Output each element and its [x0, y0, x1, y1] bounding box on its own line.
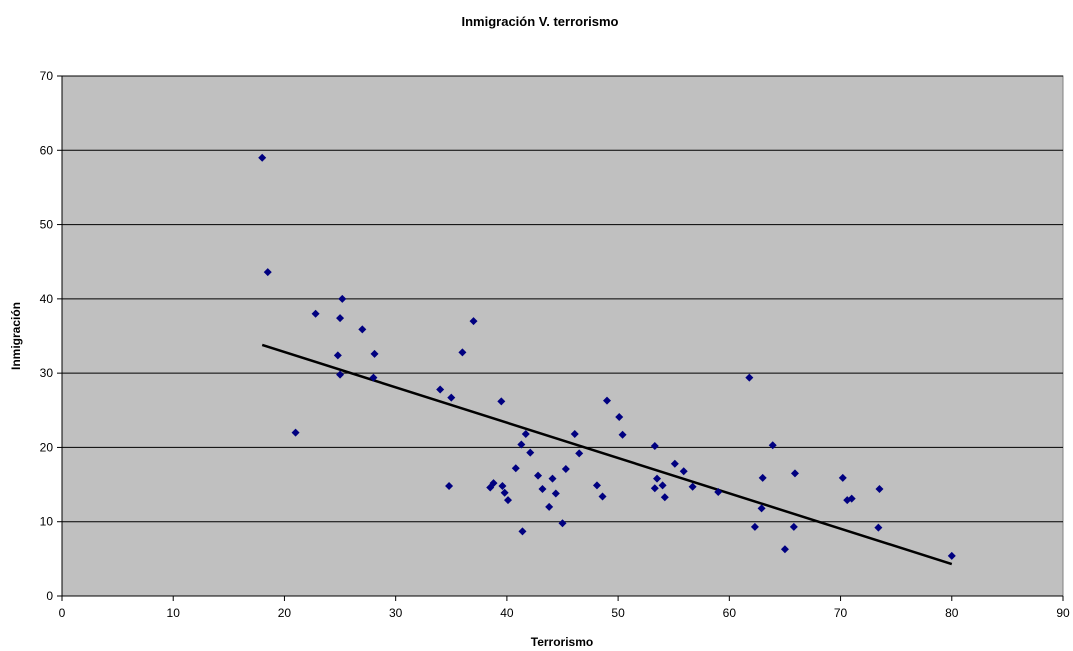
y-tick-label: 10 — [40, 515, 54, 529]
data-point — [447, 393, 456, 402]
x-tick-label: 70 — [834, 606, 848, 620]
data-point — [358, 325, 367, 334]
data-point — [534, 471, 543, 480]
data-point — [653, 474, 662, 483]
data-point — [504, 496, 513, 505]
data-point — [947, 551, 956, 560]
data-point — [548, 474, 557, 483]
y-tick-label: 0 — [46, 589, 53, 603]
x-tick-label: 0 — [59, 606, 66, 620]
plot-area — [61, 75, 1064, 597]
data-point — [526, 448, 535, 457]
data-point — [598, 492, 607, 501]
data-point — [558, 519, 567, 528]
data-point — [650, 441, 659, 450]
x-axis-label: Terrorismo — [531, 635, 593, 649]
x-tick-label: 20 — [278, 606, 292, 620]
data-point — [258, 153, 267, 162]
data-point — [497, 397, 506, 406]
data-point — [489, 479, 498, 488]
data-point — [291, 428, 300, 437]
data-point — [538, 485, 547, 494]
x-tick-label: 40 — [500, 606, 514, 620]
data-point — [658, 481, 667, 490]
data-point — [650, 484, 659, 493]
x-tick-label: 30 — [389, 606, 403, 620]
trendline — [261, 343, 953, 566]
data-point — [458, 348, 467, 357]
data-point — [602, 396, 611, 405]
data-point — [688, 482, 697, 491]
gridlines — [62, 75, 1063, 523]
data-point — [570, 430, 579, 439]
data-point — [518, 527, 527, 536]
data-point — [714, 488, 723, 496]
data-point — [660, 493, 669, 502]
trendline-group — [261, 343, 953, 566]
data-point — [498, 482, 507, 491]
data-point — [369, 373, 378, 382]
chart-title: Inmigración V. terrorismo — [461, 14, 618, 29]
data-point — [757, 504, 766, 513]
y-tick-label: 30 — [40, 366, 54, 380]
data-point — [847, 494, 856, 503]
data-point — [500, 488, 509, 497]
x-tick-label: 80 — [945, 606, 959, 620]
y-tick-label: 40 — [40, 292, 54, 306]
data-point — [750, 522, 759, 531]
data-point — [469, 317, 478, 326]
data-point — [511, 464, 520, 473]
data-point — [745, 373, 754, 382]
data-point — [874, 523, 883, 532]
data-point — [263, 268, 272, 277]
axes — [57, 75, 1064, 601]
data-points — [258, 153, 956, 560]
data-point — [333, 351, 342, 360]
data-point — [521, 430, 530, 439]
y-tick-label: 70 — [40, 69, 54, 83]
y-axis-label: Inmigración — [9, 302, 23, 370]
data-point — [517, 440, 526, 449]
data-point — [561, 464, 570, 473]
data-point — [336, 370, 345, 379]
data-point — [436, 385, 445, 394]
data-point — [875, 485, 884, 494]
data-point — [336, 314, 345, 323]
x-tick-label: 60 — [723, 606, 737, 620]
y-tick-label: 50 — [40, 218, 54, 232]
data-point — [338, 294, 347, 303]
data-point — [758, 473, 767, 482]
data-point — [311, 309, 320, 318]
y-tick-label: 60 — [40, 143, 54, 157]
data-point — [615, 412, 624, 421]
data-point — [575, 449, 584, 458]
data-point — [670, 459, 679, 468]
data-point — [780, 545, 789, 554]
data-point — [768, 441, 777, 450]
data-point — [618, 430, 627, 439]
data-point — [790, 469, 799, 478]
data-point — [551, 489, 560, 498]
data-point — [838, 473, 847, 482]
x-tick-label: 50 — [611, 606, 625, 620]
data-point — [445, 482, 454, 491]
data-point — [370, 349, 379, 358]
data-point — [679, 467, 688, 476]
y-tick-label: 20 — [40, 440, 54, 454]
data-point — [789, 522, 798, 531]
data-point — [545, 502, 554, 511]
tick-labels: 0 10 20 30 40 50 60 70 0 10 20 30 40 50 60 70 80 90 — [40, 69, 1070, 620]
x-tick-label: 90 — [1056, 606, 1070, 620]
data-point — [592, 481, 601, 490]
x-tick-label: 10 — [167, 606, 181, 620]
